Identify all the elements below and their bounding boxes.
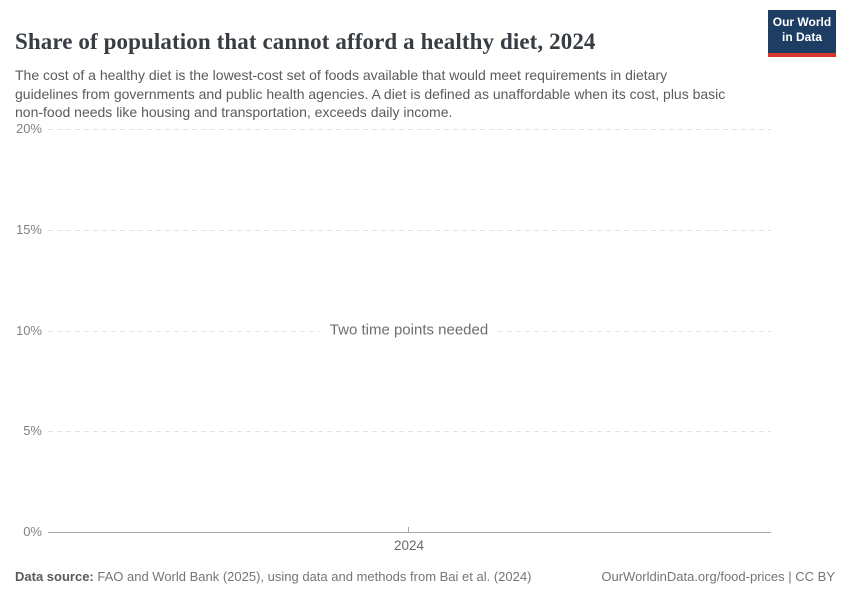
horizontal-gridline (48, 229, 771, 231)
footer-separator: | (784, 569, 796, 584)
chart-subtitle: The cost of a healthy diet is the lowest… (15, 67, 726, 120)
footer-credit: OurWorldinData.org/food-prices | CC BY (601, 569, 835, 584)
x-axis-baseline (48, 532, 771, 533)
no-data-message: Two time points needed (319, 319, 499, 341)
owid-logo[interactable]: Our World in Data (768, 10, 836, 57)
y-axis-tick-label: 15% (15, 221, 42, 237)
chart-title: Share of population that cannot afford a… (15, 29, 596, 55)
owid-logo-line1: Our World (772, 15, 832, 29)
owid-logo-line2: in Data (781, 30, 822, 44)
horizontal-gridline (48, 129, 771, 130)
data-source-label: Data source: (15, 569, 94, 584)
data-source-value: FAO and World Bank (2025), using data an… (93, 569, 532, 584)
y-axis-tick-label: 20% (15, 121, 42, 136)
data-source-note: Data source: FAO and World Bank (2025), … (15, 569, 531, 584)
owid-url-link[interactable]: OurWorldinData.org/food-prices (601, 569, 785, 584)
license-label: CC BY (795, 569, 835, 584)
y-axis-tick-label: 5% (23, 423, 42, 439)
x-axis-tick-mark (408, 527, 409, 532)
y-axis-tick-label: 10% (15, 322, 42, 338)
x-axis-tick-label: 2024 (393, 538, 425, 553)
horizontal-gridline (48, 431, 771, 433)
y-axis-tick-label: 0% (23, 524, 42, 539)
